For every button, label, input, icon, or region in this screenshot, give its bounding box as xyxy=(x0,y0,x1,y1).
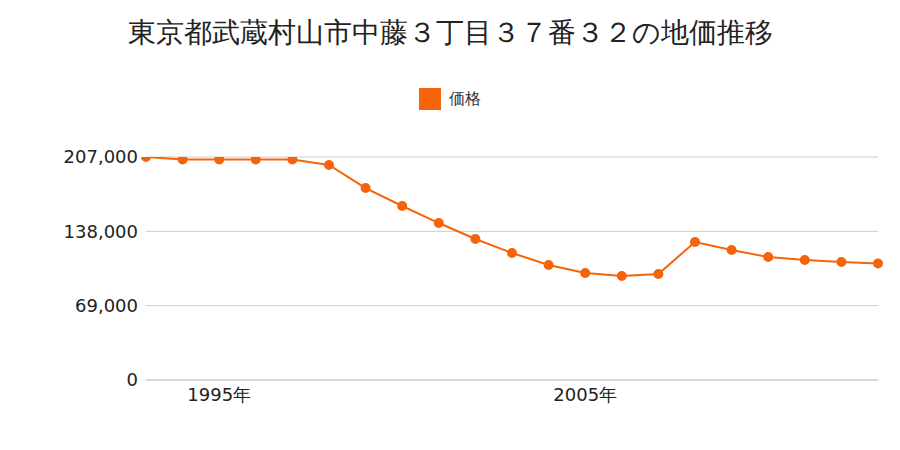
svg-text:2005年: 2005年 xyxy=(553,384,617,405)
html-text:東京都武蔵村山市中藤３丁目３７番３２の地価推移: 東京都武蔵村山市中藤３丁目３７番３２の地価推移 xyxy=(127,16,773,49)
svg-text:138,000: 138,000 xyxy=(64,221,138,242)
svg-text:69,000: 69,000 xyxy=(75,295,138,316)
html-text:価格: 価格 xyxy=(449,88,481,108)
svg-text:0: 0 xyxy=(127,369,138,390)
svg-text:1995年: 1995年 xyxy=(187,384,251,405)
svg-text:207,000: 207,000 xyxy=(64,146,138,167)
